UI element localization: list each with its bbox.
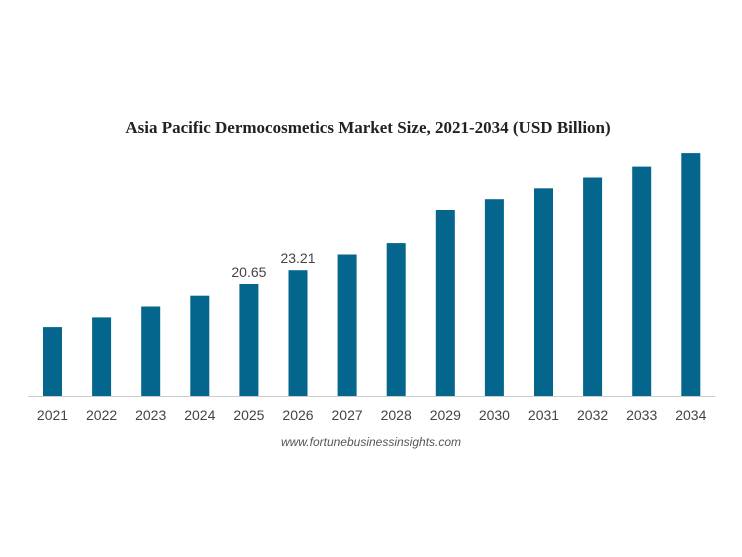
x-tick-label-2029: 2029 (430, 407, 461, 423)
bar-2022 (92, 317, 112, 396)
x-tick-label-2032: 2032 (577, 407, 608, 423)
data-label-group: 20.65 23.21 (231, 250, 315, 280)
bar-2023 (141, 306, 161, 396)
bar-2025 (239, 284, 259, 396)
x-tick-label-2028: 2028 (381, 407, 412, 423)
bar-group (43, 153, 701, 396)
bar-2030 (484, 199, 504, 396)
bar-2027 (337, 254, 357, 396)
x-tick-label-2024: 2024 (184, 407, 215, 423)
bar-2024 (190, 295, 210, 396)
x-tick-label-2031: 2031 (528, 407, 559, 423)
x-tick-label-2027: 2027 (332, 407, 363, 423)
x-tick-label-2022: 2022 (86, 407, 117, 423)
bar-2034 (681, 153, 701, 396)
bar-2021 (43, 327, 62, 396)
data-label-2025: 20.65 (231, 264, 266, 280)
x-tick-label-2034: 2034 (675, 407, 706, 423)
bar-2029 (435, 210, 455, 396)
x-tick-group: 2021 2022 2023 2024 2025 2026 2027 2028 2029 2030… (37, 407, 707, 423)
chart-title: Asia Pacific Dermocosmetics Market Size,… (125, 118, 610, 137)
bar-2033 (632, 166, 652, 396)
bar-2028 (386, 243, 406, 396)
x-tick-label-2023: 2023 (135, 407, 166, 423)
source-text: www.fortunebusinessinsights.com (281, 435, 461, 449)
x-tick-label-2025: 2025 (233, 407, 264, 423)
bar-2031 (534, 188, 553, 396)
data-label-2026: 23.21 (280, 250, 315, 266)
bar-2032 (583, 177, 603, 396)
bar-2026 (288, 270, 308, 396)
x-tick-label-2026: 2026 (282, 407, 313, 423)
x-tick-label-2033: 2033 (626, 407, 657, 423)
x-tick-label-2030: 2030 (479, 407, 510, 423)
x-tick-label-2021: 2021 (37, 407, 68, 423)
